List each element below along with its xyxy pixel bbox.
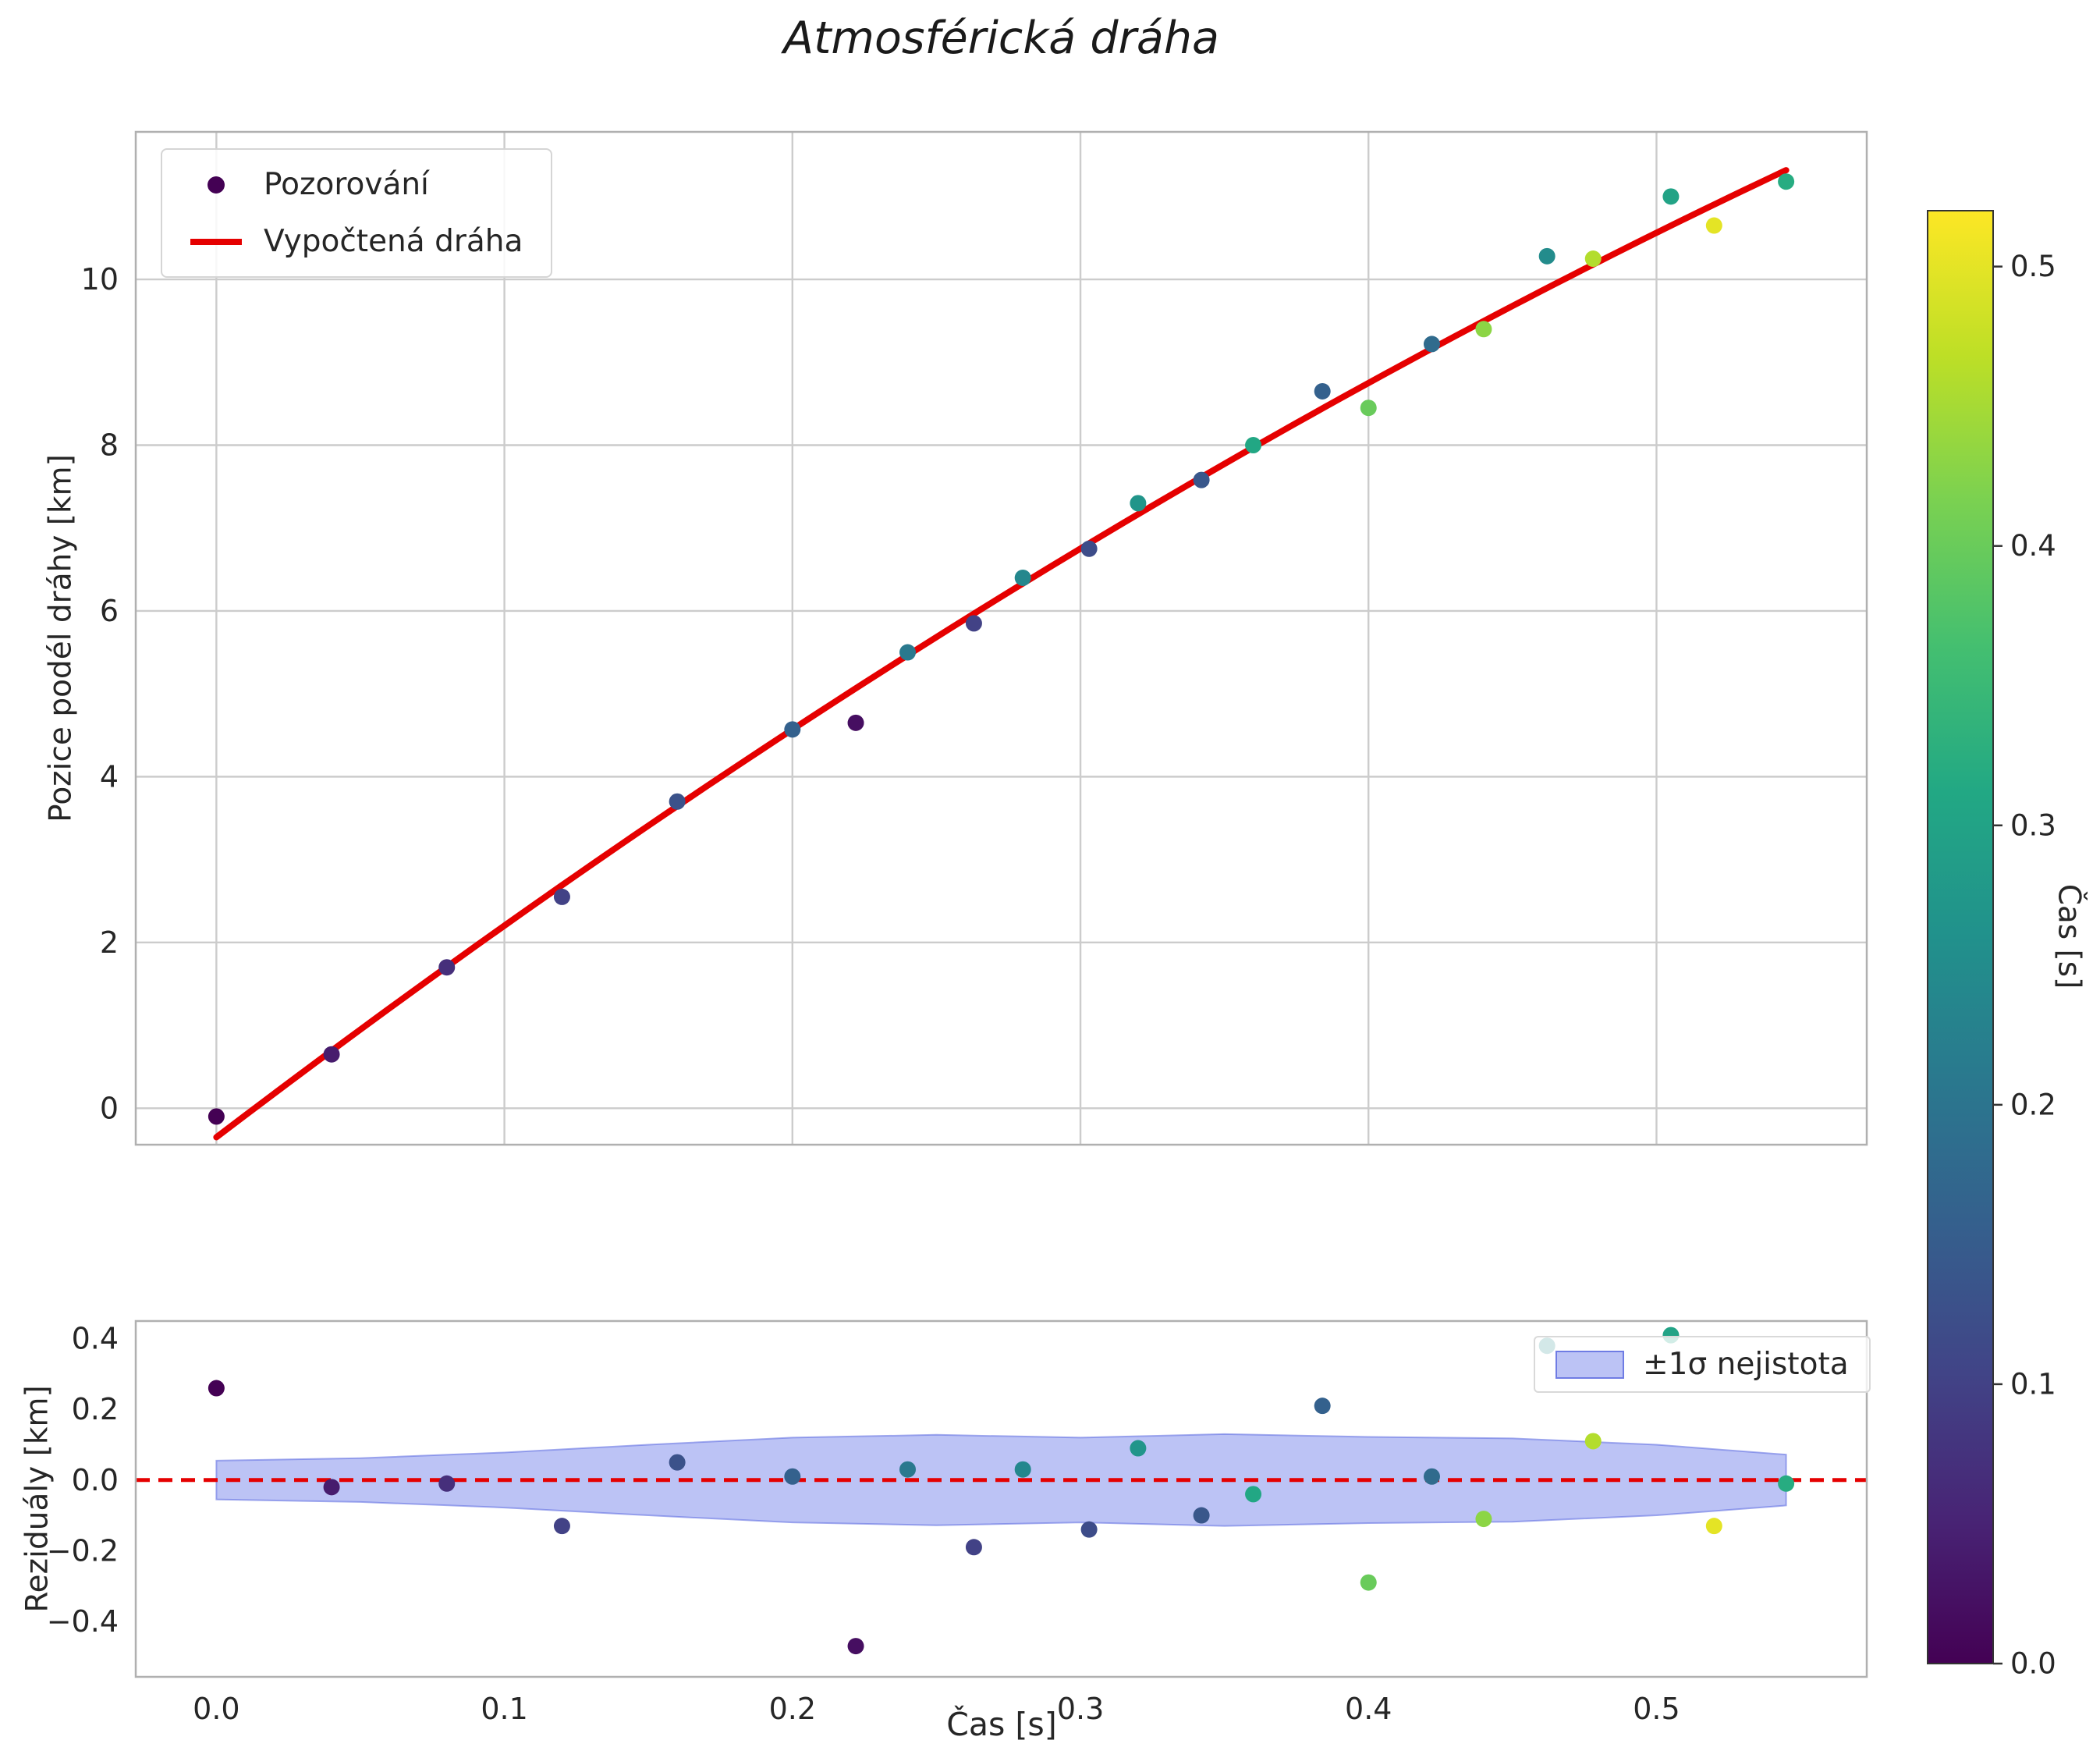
legend-item-fit: Vypočtená dráha: [190, 224, 523, 259]
uncertainty-band-swatch-icon: [1555, 1350, 1624, 1379]
scatter-point: [1538, 247, 1555, 265]
x-tick-label: 0.3: [1057, 1692, 1104, 1726]
scatter-point: [438, 1475, 456, 1492]
scatter-point: [1130, 1440, 1147, 1457]
scatter-point: [1014, 569, 1031, 586]
y-tick-label: 0.2: [72, 1392, 119, 1426]
y-tick-label: 0.4: [72, 1322, 119, 1356]
y-tick-label: −0.2: [47, 1533, 119, 1568]
scatter-point: [1245, 437, 1262, 454]
figure-title: Atmosférická dráha: [783, 12, 1219, 64]
scatter-point: [1584, 1433, 1602, 1450]
scatter-point: [1705, 1518, 1722, 1535]
x-tick-label: 0.1: [481, 1692, 527, 1726]
scatter-point: [847, 714, 864, 731]
scatter-point: [1584, 250, 1602, 268]
scatter-point: [1475, 321, 1492, 338]
scatter-point: [1080, 540, 1098, 557]
legend-fit-label: Vypočtená dráha: [264, 224, 523, 259]
colorbar-gradient: [1927, 210, 1994, 1664]
legend-item-observations: Pozorování: [190, 167, 523, 202]
y-tick-label: 10: [81, 262, 119, 297]
scatter-point: [1080, 1521, 1098, 1538]
x-axis-label: Čas [s]: [946, 1706, 1057, 1743]
scatter-point: [1245, 1486, 1262, 1503]
y-tick-label: 2: [100, 925, 119, 960]
colorbar-tick-label: 0.4: [2010, 529, 2056, 563]
legend-uncertainty-label: ±1σ nejistota: [1643, 1347, 1849, 1382]
axes-spines: [134, 130, 1868, 1146]
y-tick-label: 6: [100, 594, 119, 628]
scatter-point: [1662, 188, 1680, 205]
scatter-point: [965, 615, 982, 632]
colorbar-label: Čas [s]: [2051, 883, 2087, 989]
colorbar-tick-label: 0.0: [2010, 1647, 2056, 1681]
scatter-point: [1314, 1398, 1331, 1415]
scatter-point: [1360, 400, 1377, 417]
scatter-point: [1778, 1475, 1795, 1492]
x-tick-label: 0.0: [193, 1692, 239, 1726]
scatter-point: [847, 1638, 864, 1655]
scatter-point: [553, 888, 570, 905]
scatter-point: [1130, 495, 1147, 512]
scatter-point: [1360, 1574, 1377, 1591]
scatter-point: [438, 959, 456, 976]
observations-marker-icon: [208, 176, 225, 194]
scatter-point: [784, 721, 801, 738]
scatter-point: [1778, 173, 1795, 190]
scatter-point: [208, 1108, 225, 1125]
scatter-point: [899, 1461, 917, 1478]
scatter-point: [669, 793, 686, 810]
y-tick-label: 8: [100, 428, 119, 463]
colorbar-tick-label: 0.3: [2010, 808, 2056, 842]
y-tick-label: 4: [100, 759, 119, 794]
x-tick-label: 0.4: [1345, 1692, 1392, 1726]
scatter-point: [1423, 336, 1440, 353]
scatter-point: [899, 644, 917, 661]
axes-spines: [134, 1319, 1868, 1678]
x-tick-label: 0.5: [1633, 1692, 1680, 1726]
colorbar-tick-label: 0.2: [2010, 1088, 2056, 1121]
scatter-point: [208, 1380, 225, 1397]
fit-line-marker-icon: [190, 238, 242, 245]
scatter-point: [1475, 1511, 1492, 1528]
main-y-axis-label: Pozice podél dráhy [km]: [43, 454, 79, 822]
scatter-point: [323, 1479, 340, 1496]
scatter-point: [553, 1518, 570, 1535]
colorbar-tick-label: 0.5: [2010, 250, 2056, 283]
residuals-y-axis-label: Reziduály [km]: [20, 1385, 55, 1613]
x-tick-label: 0.2: [769, 1692, 816, 1726]
scatter-point: [1193, 1507, 1210, 1524]
scatter-point: [1193, 471, 1210, 488]
scatter-point: [1705, 217, 1722, 234]
y-tick-label: −0.4: [47, 1604, 119, 1639]
scatter-point: [323, 1046, 340, 1063]
scatter-point: [965, 1539, 982, 1556]
y-tick-label: 0: [100, 1091, 119, 1125]
scatter-point: [1014, 1461, 1031, 1478]
colorbar: 0.0 0.1 0.2 0.3 0.4 0.5: [1927, 210, 2056, 1681]
residuals-plot: −0.4 −0.2 0.0 0.2 0.4 0.0 0.1 0.2 0.3 0.4 0.5: [47, 1319, 1868, 1726]
main-plot: 0 2 4 6 8 10: [81, 130, 1868, 1146]
legend-observations-label: Pozorování: [264, 167, 429, 202]
main-legend: Pozorování Vypočtená dráha: [161, 148, 553, 278]
y-tick-label: 0.0: [72, 1463, 119, 1497]
scatter-point: [669, 1454, 686, 1471]
scatter-point: [1423, 1468, 1440, 1485]
scatter-point: [1314, 382, 1331, 400]
scatter-point: [784, 1468, 801, 1485]
residuals-legend: ±1σ nejistota: [1534, 1336, 1871, 1393]
colorbar-tick-label: 0.1: [2010, 1367, 2056, 1401]
fit-curve: [213, 167, 1790, 1141]
